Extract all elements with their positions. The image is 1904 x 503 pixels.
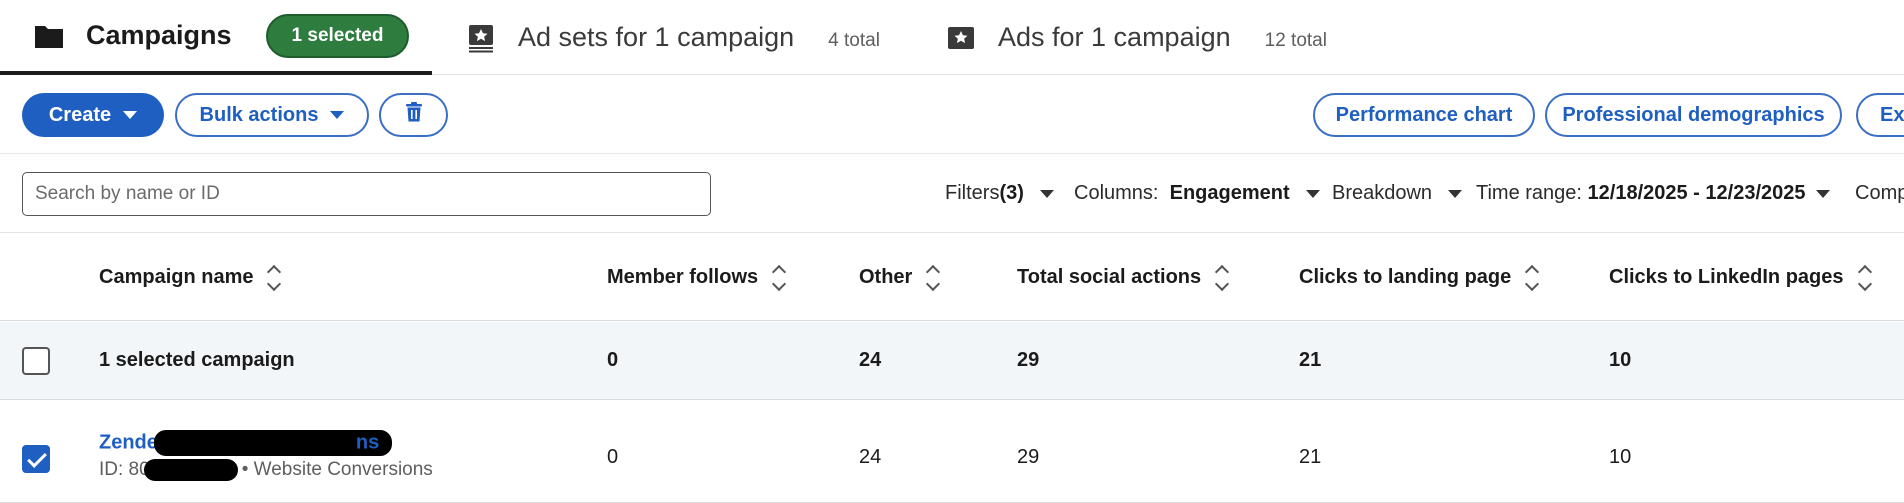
summary-clicks-landing-page: 21 <box>1299 349 1322 371</box>
sort-icon <box>926 264 941 291</box>
cell-clicks-linkedin-pages: 10 <box>1609 446 1632 468</box>
sort-icon <box>1857 264 1872 291</box>
performance-chart-button[interactable]: Performance chart <box>1313 93 1535 137</box>
ads-total: 12 total <box>1264 29 1327 51</box>
delete-button[interactable] <box>379 93 448 137</box>
table-header: Campaign name Member follows Other Total… <box>0 234 1904 321</box>
trash-icon <box>405 102 423 128</box>
filter-bar: Filters(3) Columns: Engagement Breakdown… <box>0 155 1904 233</box>
export-button[interactable]: Exp <box>1856 93 1904 137</box>
column-header-label: Total social actions <box>1017 266 1202 288</box>
selected-count-badge: 1 selected <box>265 13 410 58</box>
columns-value: Engagement <box>1169 182 1290 204</box>
professional-demographics-button[interactable]: Professional demographics <box>1545 93 1842 137</box>
chevron-down-icon <box>123 111 138 119</box>
columns-label: Columns: <box>1074 182 1159 204</box>
column-header-member-follows[interactable]: Member follows <box>607 234 787 321</box>
action-toolbar: Create Bulk actions Performance chart Pr… <box>0 76 1904 154</box>
tab-ads[interactable]: Ads for 1 campaign 12 total <box>946 0 1327 75</box>
tab-campaigns-label: Campaigns <box>86 20 232 50</box>
column-header-clicks-linkedin-pages[interactable]: Clicks to LinkedIn pages <box>1609 234 1872 321</box>
summary-clicks-linkedin-pages: 10 <box>1609 349 1632 371</box>
object-tabs: Campaigns 1 selected Ad sets for 1 campa… <box>0 0 1904 75</box>
sort-icon <box>1215 264 1230 291</box>
bulk-actions-button[interactable]: Bulk actions <box>175 93 369 137</box>
tab-ads-label: Ads for 1 campaign <box>998 22 1231 52</box>
search-input[interactable] <box>22 172 711 216</box>
column-header-label: Clicks to landing page <box>1299 266 1512 288</box>
folder-icon <box>34 21 64 51</box>
breakdown-label: Breakdown <box>1332 182 1433 204</box>
select-all-checkbox[interactable] <box>22 347 50 375</box>
create-button-label: Create <box>48 103 112 126</box>
column-header-other[interactable]: Other <box>859 234 941 321</box>
column-header-label: Clicks to LinkedIn pages <box>1609 266 1844 288</box>
chevron-down-icon <box>1039 189 1054 198</box>
cell-clicks-landing-page: 21 <box>1299 446 1322 468</box>
campaign-name-link[interactable]: Zende ns <box>99 430 392 456</box>
sort-icon <box>772 264 787 291</box>
bulk-actions-label: Bulk actions <box>199 103 319 126</box>
column-header-clicks-landing-page[interactable]: Clicks to landing page <box>1299 234 1540 321</box>
redaction <box>143 459 238 481</box>
time-range-label: Time range: <box>1476 182 1582 204</box>
tab-campaigns[interactable]: Campaigns 1 selected <box>0 0 432 75</box>
summary-label: 1 selected campaign <box>99 349 295 371</box>
sort-icon <box>1525 264 1540 291</box>
chevron-down-icon <box>1305 189 1320 198</box>
time-range-value: 12/18/2025 - 12/23/2025 <box>1587 182 1806 204</box>
row-checkbox[interactable] <box>22 445 50 473</box>
summary-total-social-actions: 29 <box>1017 349 1040 371</box>
compare-toggle[interactable]: Comp <box>1855 182 1904 204</box>
campaign-name-end: ns <box>355 431 380 454</box>
redaction <box>153 430 392 456</box>
column-header-label: Other <box>859 266 913 288</box>
column-header-total-social-actions[interactable]: Total social actions <box>1017 234 1230 321</box>
column-header-label: Campaign name <box>99 266 254 288</box>
time-range-dropdown[interactable]: Time range: 12/18/2025 - 12/23/2025 <box>1476 182 1830 205</box>
breakdown-dropdown[interactable]: Breakdown <box>1332 182 1463 205</box>
table-row: Zende ns ID: 80 • Website Conversions 0 24… <box>0 401 1904 503</box>
table-summary-row: 1 selected campaign 0 24 29 21 10 <box>0 322 1904 400</box>
cell-other: 24 <box>859 446 882 468</box>
campaign-meta: ID: 80 • Website Conversions <box>99 459 433 481</box>
summary-other: 24 <box>859 349 882 371</box>
campaign-id: ID: 80 <box>99 459 150 481</box>
filters-count: (3) <box>999 182 1024 204</box>
column-header-campaign-name[interactable]: Campaign name <box>99 234 282 321</box>
columns-dropdown[interactable]: Columns: Engagement <box>1074 182 1320 205</box>
ad-set-icon <box>466 23 496 53</box>
sort-icon <box>267 264 282 291</box>
cell-total-social-actions: 29 <box>1017 446 1040 468</box>
chevron-down-icon <box>1448 189 1463 198</box>
campaign-objective: • Website Conversions <box>241 459 433 481</box>
ad-sets-total: 4 total <box>828 29 880 51</box>
filters-dropdown[interactable]: Filters (3) <box>945 182 1054 205</box>
create-button[interactable]: Create <box>22 93 164 137</box>
summary-member-follows: 0 <box>607 349 619 371</box>
tab-ad-sets[interactable]: Ad sets for 1 campaign 4 total <box>466 0 880 75</box>
campaign-name-start: Zende <box>99 431 158 454</box>
cell-member-follows: 0 <box>607 446 619 468</box>
chevron-down-icon <box>1815 189 1830 198</box>
chevron-down-icon <box>330 111 345 119</box>
filters-label: Filters <box>945 182 1000 204</box>
tab-ad-sets-label: Ad sets for 1 campaign <box>518 22 795 52</box>
column-header-label: Member follows <box>607 266 759 288</box>
ad-icon <box>946 23 976 53</box>
